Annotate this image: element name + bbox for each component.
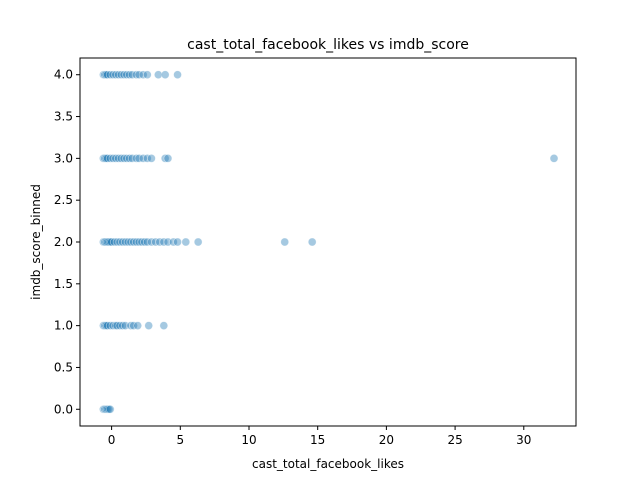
- data-point: [147, 154, 156, 163]
- data-point: [307, 237, 317, 247]
- x-tick-label: 30: [516, 433, 531, 447]
- x-tick-label: 10: [241, 433, 256, 447]
- y-tick-label: 4.0: [54, 68, 73, 82]
- data-point: [105, 404, 115, 414]
- data-point: [193, 237, 203, 247]
- data-point: [143, 70, 152, 80]
- data-point: [126, 321, 136, 330]
- x-axis-label: cast_total_facebook_likes: [252, 457, 404, 471]
- chart-title: cast_total_facebook_likes vs imdb_score: [187, 37, 469, 53]
- x-tick-label: 5: [176, 433, 184, 447]
- data-point: [173, 237, 182, 247]
- data-point: [160, 70, 170, 80]
- y-tick-label: 2.0: [54, 235, 73, 249]
- x-tick-label: 25: [447, 433, 462, 447]
- data-point: [140, 237, 149, 247]
- data-point: [549, 154, 559, 163]
- y-tick-label: 3.0: [54, 151, 73, 165]
- data-point: [154, 70, 163, 80]
- data-point: [125, 154, 134, 163]
- data-point: [280, 237, 290, 247]
- data-point: [133, 321, 143, 330]
- y-axis-ticks: 0.0 0.5 1.0 1.5 2.0 2.5 3.0 3.5 4.0: [54, 68, 80, 416]
- x-tick-label: 0: [108, 433, 116, 447]
- y-axis-label: imdb_score_binned: [29, 184, 43, 300]
- data-point: [125, 70, 134, 80]
- data-point: [132, 154, 141, 163]
- data-point: [144, 321, 153, 330]
- x-axis-ticks: 0 5 10 15 20 25 30: [108, 426, 531, 447]
- data-point: [132, 70, 141, 80]
- y-tick-label: 1.5: [54, 277, 73, 291]
- data-point: [181, 237, 191, 247]
- data-points: [99, 70, 559, 414]
- data-point: [160, 154, 170, 163]
- y-tick-label: 3.5: [54, 110, 73, 124]
- data-point: [163, 154, 173, 163]
- y-tick-label: 0.5: [54, 360, 73, 374]
- data-point: [173, 70, 182, 80]
- x-tick-label: 20: [379, 433, 394, 447]
- y-tick-label: 0.0: [54, 402, 73, 416]
- y-tick-label: 1.0: [54, 319, 73, 333]
- data-point: [159, 321, 169, 330]
- y-tick-label: 2.5: [54, 193, 73, 207]
- x-tick-label: 15: [310, 433, 325, 447]
